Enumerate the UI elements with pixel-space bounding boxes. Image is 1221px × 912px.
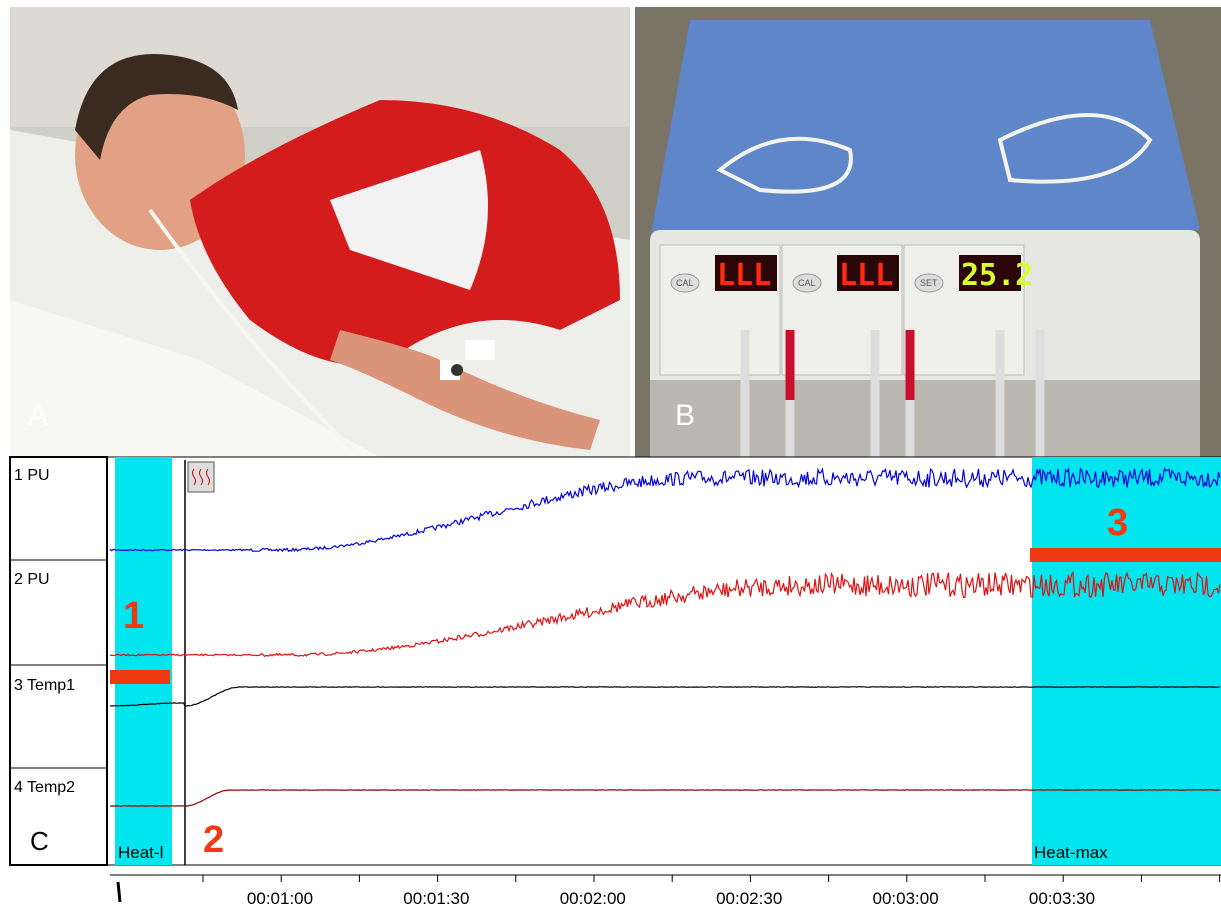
marker: 1 <box>123 595 144 637</box>
button-label: CAL <box>798 278 816 288</box>
channel-label: 2 PU <box>14 571 50 588</box>
photo-b: LLL CAL LLL CAL 25.2 SET B <box>635 7 1221 457</box>
button-label: CAL <box>676 278 694 288</box>
time-label: 00:01:00 <box>247 889 313 908</box>
panel-label: C <box>30 826 49 856</box>
time-label: 00:02:30 <box>716 889 782 908</box>
channel-label: 1 PU <box>14 467 50 484</box>
time-label: 00:03:30 <box>1029 889 1095 908</box>
time-label: 00:01:30 <box>403 889 469 908</box>
event-label: Heat-max <box>1034 843 1108 862</box>
marker: 3 <box>1107 502 1128 544</box>
channel-label: 4 Temp2 <box>14 779 75 796</box>
button-label: SET <box>920 278 938 288</box>
time-label: 00:03:00 <box>873 889 939 908</box>
lcd-value: LLL <box>717 258 771 293</box>
channel-label: 3 Temp1 <box>14 677 75 694</box>
panel-label: B <box>675 399 695 432</box>
lcd-value: LLL <box>839 258 893 293</box>
time-label: 00:02:00 <box>560 889 626 908</box>
lcd-value: 25.2 <box>961 258 1033 293</box>
figure: A LLL CAL LLL CAL 25.2 SET B 1 PU 2 PU 3 Temp1 4… <box>0 0 1221 912</box>
panel-label: A <box>28 399 48 432</box>
marker: 2 <box>203 819 224 861</box>
photo-a: A <box>10 7 630 457</box>
event-label: Heat-l <box>118 843 163 862</box>
trace-panel: 1 PU 2 PU 3 Temp1 4 Temp2 Heat-l Heat-max 1… <box>10 457 1221 908</box>
